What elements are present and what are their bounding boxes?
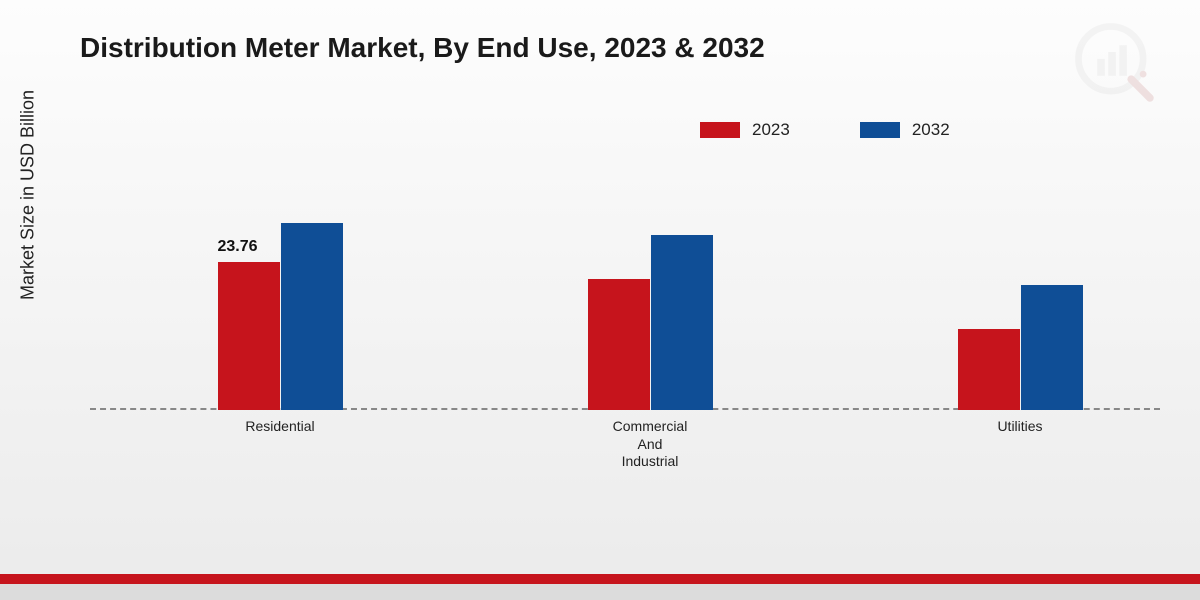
bar-utilities-2023 (958, 329, 1020, 410)
legend-label-2032: 2032 (912, 120, 950, 140)
legend-item-2032: 2032 (860, 120, 950, 140)
legend: 2023 2032 (700, 120, 950, 140)
chart-title: Distribution Meter Market, By End Use, 2… (80, 32, 765, 64)
bar-group-utilities (958, 285, 1083, 410)
xlabel-commercial: Commercial And Industrial (613, 418, 688, 471)
legend-swatch-2032 (860, 122, 900, 138)
footer-accent-bar (0, 574, 1200, 584)
bar-group-residential: 23.76 (218, 223, 343, 411)
xlabel-residential: Residential (245, 418, 314, 436)
bar-commercial-2032 (651, 235, 713, 410)
plot-area: 23.76 (90, 160, 1160, 410)
bar-residential-2023 (218, 262, 280, 411)
legend-item-2023: 2023 (700, 120, 790, 140)
footer-strip (0, 584, 1200, 600)
bar-residential-2032 (281, 223, 343, 411)
y-axis-label: Market Size in USD Billion (18, 90, 39, 300)
bar-commercial-2023 (588, 279, 650, 410)
bar-value-residential-2023: 23.76 (218, 238, 258, 256)
xlabel-utilities: Utilities (997, 418, 1042, 436)
legend-label-2023: 2023 (752, 120, 790, 140)
bar-group-commercial (588, 235, 713, 410)
bar-utilities-2032 (1021, 285, 1083, 410)
watermark-logo (1070, 18, 1155, 108)
legend-swatch-2023 (700, 122, 740, 138)
